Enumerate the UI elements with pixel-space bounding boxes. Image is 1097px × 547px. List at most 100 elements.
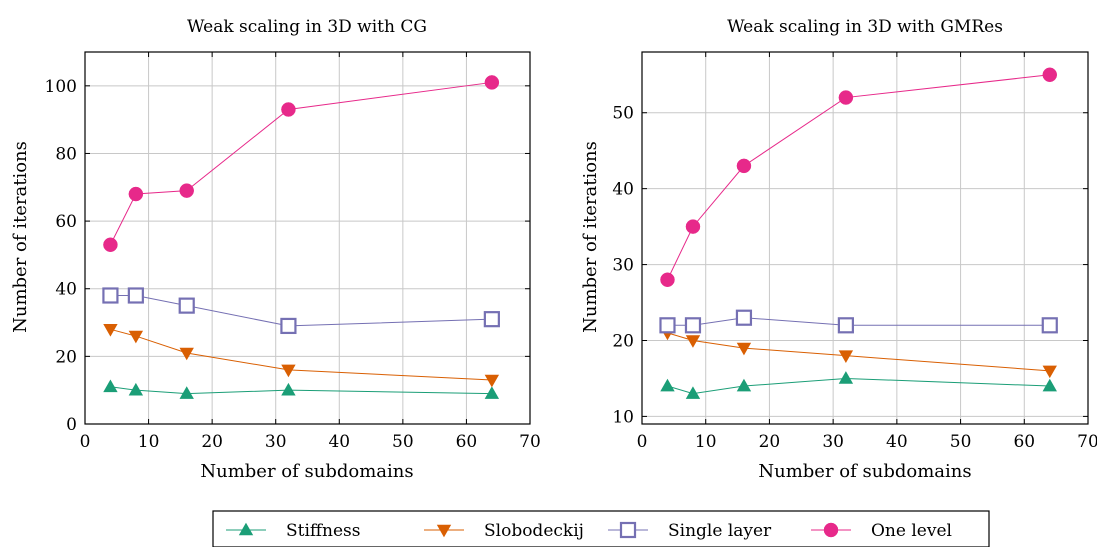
- data-point: [1041, 317, 1058, 334]
- chart-title: Weak scaling in 3D with CG: [187, 17, 427, 37]
- x-tick-label: 40: [886, 432, 908, 452]
- data-point: [103, 237, 118, 253]
- series-stiffness: [660, 371, 1057, 399]
- series-line: [109, 81, 492, 245]
- data-point: [736, 158, 752, 174]
- x-tick-label: 10: [695, 432, 717, 452]
- data-point: [838, 90, 854, 105]
- x-axis-label: Number of subdomains: [758, 461, 971, 482]
- data-point: [178, 297, 195, 314]
- x-tick-label: 40: [328, 432, 350, 452]
- legend-item-stiffness: Stiffness: [226, 521, 360, 541]
- data-point: [736, 378, 752, 392]
- series-one-level: [103, 75, 500, 253]
- data-point: [685, 335, 701, 348]
- legend: Stiffness Slobodeckij Single layer One leve…: [212, 510, 990, 547]
- legend-label: Stiffness: [286, 521, 360, 541]
- x-tick-label: 30: [822, 432, 844, 452]
- y-tick-label: 10: [612, 407, 634, 427]
- series-line: [110, 386, 492, 395]
- x-tick-label: 50: [392, 432, 414, 452]
- data-point: [685, 219, 701, 234]
- y-tick-label: 60: [55, 212, 77, 232]
- data-point: [128, 330, 144, 344]
- data-point: [128, 382, 144, 396]
- data-point: [127, 287, 144, 304]
- y-tick-label: 100: [45, 77, 77, 97]
- x-axis-label: Number of subdomains: [200, 461, 413, 482]
- x-tick-label: 10: [138, 432, 160, 452]
- data-point: [1042, 378, 1057, 392]
- data-point: [103, 324, 118, 337]
- y-tick-label: 20: [55, 347, 77, 367]
- x-tick-label: 50: [950, 432, 972, 452]
- series-line: [110, 328, 492, 381]
- y-tick-label: 30: [612, 256, 634, 276]
- y-tick-label: 50: [612, 104, 634, 124]
- y-axis-label: Number of iterations: [580, 141, 601, 333]
- data-point: [484, 386, 500, 399]
- data-point: [837, 317, 854, 334]
- y-tick-label: 80: [55, 144, 77, 164]
- legend-items: Stiffness Slobodeckij Single layer One leve…: [226, 521, 952, 541]
- legend-box: [212, 510, 990, 547]
- legend-marker: [238, 522, 254, 536]
- data-point: [103, 379, 118, 393]
- y-tick-label: 20: [612, 331, 634, 351]
- legend-marker: [823, 522, 839, 538]
- x-tick-label: 60: [456, 432, 478, 452]
- x-tick-label: 20: [759, 432, 781, 452]
- data-point: [281, 102, 296, 117]
- x-tick-label: 70: [519, 432, 541, 452]
- series-slobodeckij: [660, 327, 1057, 379]
- data-point: [484, 75, 500, 90]
- legend-item-one-level: One level: [811, 521, 952, 541]
- series-line: [110, 294, 492, 327]
- data-point: [179, 183, 194, 198]
- plot-frame: [641, 51, 1089, 425]
- series-line: [667, 317, 1050, 326]
- data-point: [281, 364, 296, 378]
- plot-frame: [84, 51, 531, 425]
- x-tick-label: 0: [637, 432, 648, 452]
- data-point: [179, 347, 194, 361]
- data-point: [1042, 67, 1058, 83]
- data-point: [660, 272, 675, 288]
- series-line: [667, 74, 1050, 280]
- data-point: [128, 186, 144, 202]
- y-tick-label: 0: [66, 415, 77, 435]
- data-point: [179, 386, 194, 399]
- x-tick-label: 70: [1077, 432, 1097, 452]
- data-point: [280, 317, 297, 335]
- chart-cg: Weak scaling in 3D with CG Number of sub…: [10, 17, 541, 482]
- y-tick-label: 40: [612, 180, 634, 200]
- series-stiffness: [103, 379, 500, 399]
- data-point: [736, 342, 752, 356]
- legend-label: Single layer: [668, 521, 772, 541]
- legend-item-slobodeckij: Slobodeckij: [424, 521, 584, 541]
- x-tick-label: 20: [201, 432, 223, 452]
- legend-marker: [619, 521, 637, 539]
- chart-gmres: Weak scaling in 3D with GMRes Number of …: [580, 17, 1097, 482]
- series-one-level: [660, 67, 1058, 288]
- series-single-layer: [102, 287, 500, 335]
- chart-title: Weak scaling in 3D with GMRes: [727, 17, 1003, 37]
- series-line: [667, 332, 1050, 372]
- data-point: [660, 378, 675, 392]
- data-point: [838, 350, 854, 363]
- legend-label: One level: [871, 521, 952, 541]
- series-line: [667, 377, 1050, 395]
- x-tick-label: 30: [265, 432, 287, 452]
- data-point: [281, 382, 296, 396]
- y-axis-label: Number of iterations: [10, 141, 31, 333]
- data-point: [684, 317, 702, 334]
- data-point: [1042, 365, 1057, 379]
- y-tick-label: 40: [55, 280, 77, 300]
- data-point: [735, 309, 753, 326]
- legend-item-single-layer: Single layer: [608, 521, 772, 541]
- data-point: [484, 374, 500, 388]
- data-point: [838, 371, 854, 384]
- legend-marker: [436, 524, 452, 538]
- series-slobodeckij: [103, 324, 500, 388]
